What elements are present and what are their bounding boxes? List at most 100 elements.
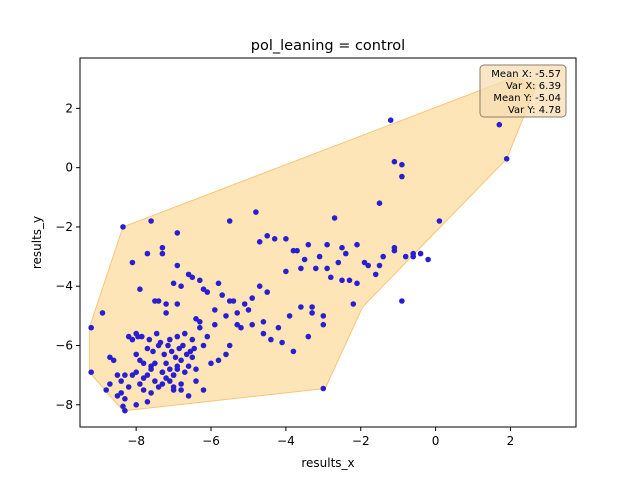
data-point	[185, 363, 192, 370]
data-point	[212, 321, 218, 328]
data-point	[133, 351, 139, 358]
data-point	[114, 372, 121, 378]
data-point	[170, 372, 177, 378]
data-point	[436, 218, 443, 224]
data-point	[305, 241, 312, 248]
data-point	[174, 363, 181, 370]
x-tick-label: −4	[277, 434, 295, 448]
data-point	[144, 345, 151, 352]
data-point	[305, 333, 312, 340]
data-point	[159, 369, 166, 376]
data-point	[350, 301, 357, 307]
data-point	[331, 215, 338, 221]
y-tick-label: −6	[55, 338, 73, 352]
data-point	[88, 369, 94, 376]
data-point	[197, 277, 203, 284]
data-point	[182, 369, 188, 376]
x-ticks: −8 −6 −4 −2 0 2	[127, 427, 514, 448]
data-point	[339, 244, 345, 251]
data-point	[200, 387, 207, 393]
data-point	[99, 310, 106, 316]
data-point	[298, 265, 304, 272]
data-point	[193, 366, 199, 373]
data-point	[167, 366, 173, 373]
data-point	[268, 336, 274, 343]
data-point	[260, 330, 267, 337]
data-point	[275, 324, 282, 331]
stats-box: Mean X: -5.57 Var X: 6.39 Mean Y: -5.04 …	[479, 64, 567, 118]
data-point	[133, 330, 139, 337]
data-point	[249, 321, 255, 328]
data-point	[187, 348, 194, 355]
data-point	[159, 250, 166, 257]
data-point	[283, 268, 289, 275]
data-point	[253, 209, 259, 215]
data-point	[129, 336, 136, 343]
data-point	[140, 360, 147, 367]
stats-mean-x: Mean X: -5.57	[491, 69, 561, 80]
data-point	[264, 233, 271, 239]
data-point	[219, 292, 225, 298]
data-point	[391, 247, 398, 254]
data-point	[140, 375, 147, 381]
data-point	[197, 324, 203, 331]
x-tick-label: 0	[432, 434, 440, 448]
data-point	[204, 333, 211, 340]
data-point	[168, 348, 175, 355]
data-point	[320, 385, 327, 392]
y-tick-label: −2	[55, 220, 73, 234]
data-point	[290, 348, 297, 355]
data-point	[298, 304, 304, 310]
data-point	[376, 200, 383, 206]
data-point	[122, 372, 128, 378]
data-point	[129, 372, 136, 378]
data-point	[103, 387, 109, 393]
data-point	[137, 286, 143, 293]
data-point	[204, 289, 211, 295]
data-point	[200, 342, 207, 349]
stats-var-y: Var Y: 4.78	[508, 105, 561, 116]
x-tick-label: −2	[352, 434, 370, 448]
data-point	[208, 360, 214, 367]
data-point	[387, 117, 394, 123]
y-tick-label: −4	[55, 279, 73, 293]
data-point	[361, 259, 368, 266]
data-point	[148, 363, 154, 370]
data-point	[271, 236, 278, 242]
data-point	[309, 310, 315, 316]
data-point	[163, 301, 169, 307]
data-point	[140, 387, 147, 393]
data-point	[238, 324, 244, 331]
x-axis-label: results_x	[301, 456, 354, 470]
data-point	[176, 345, 182, 352]
data-point	[125, 333, 132, 340]
data-point	[391, 158, 398, 165]
data-point	[167, 378, 173, 384]
data-point	[260, 319, 267, 325]
data-point	[118, 390, 124, 396]
data-point	[324, 241, 330, 248]
data-point	[376, 262, 383, 269]
data-point	[256, 283, 263, 290]
data-point	[122, 407, 128, 414]
data-point	[178, 381, 184, 387]
data-point	[365, 262, 372, 269]
data-point	[264, 289, 271, 295]
y-ticks: −8 −6 −4 −2 0 2	[55, 101, 80, 412]
data-point	[152, 378, 158, 384]
data-point	[137, 357, 143, 364]
data-point	[402, 253, 409, 260]
data-point	[170, 387, 177, 393]
data-point	[137, 381, 143, 387]
data-point	[191, 345, 197, 352]
data-point	[163, 375, 169, 381]
data-point	[107, 381, 113, 387]
data-point	[146, 336, 153, 343]
data-point	[372, 271, 379, 278]
data-point	[189, 354, 196, 361]
data-point	[215, 357, 222, 364]
data-point	[185, 393, 192, 399]
data-point	[170, 280, 177, 287]
data-point	[193, 378, 199, 384]
